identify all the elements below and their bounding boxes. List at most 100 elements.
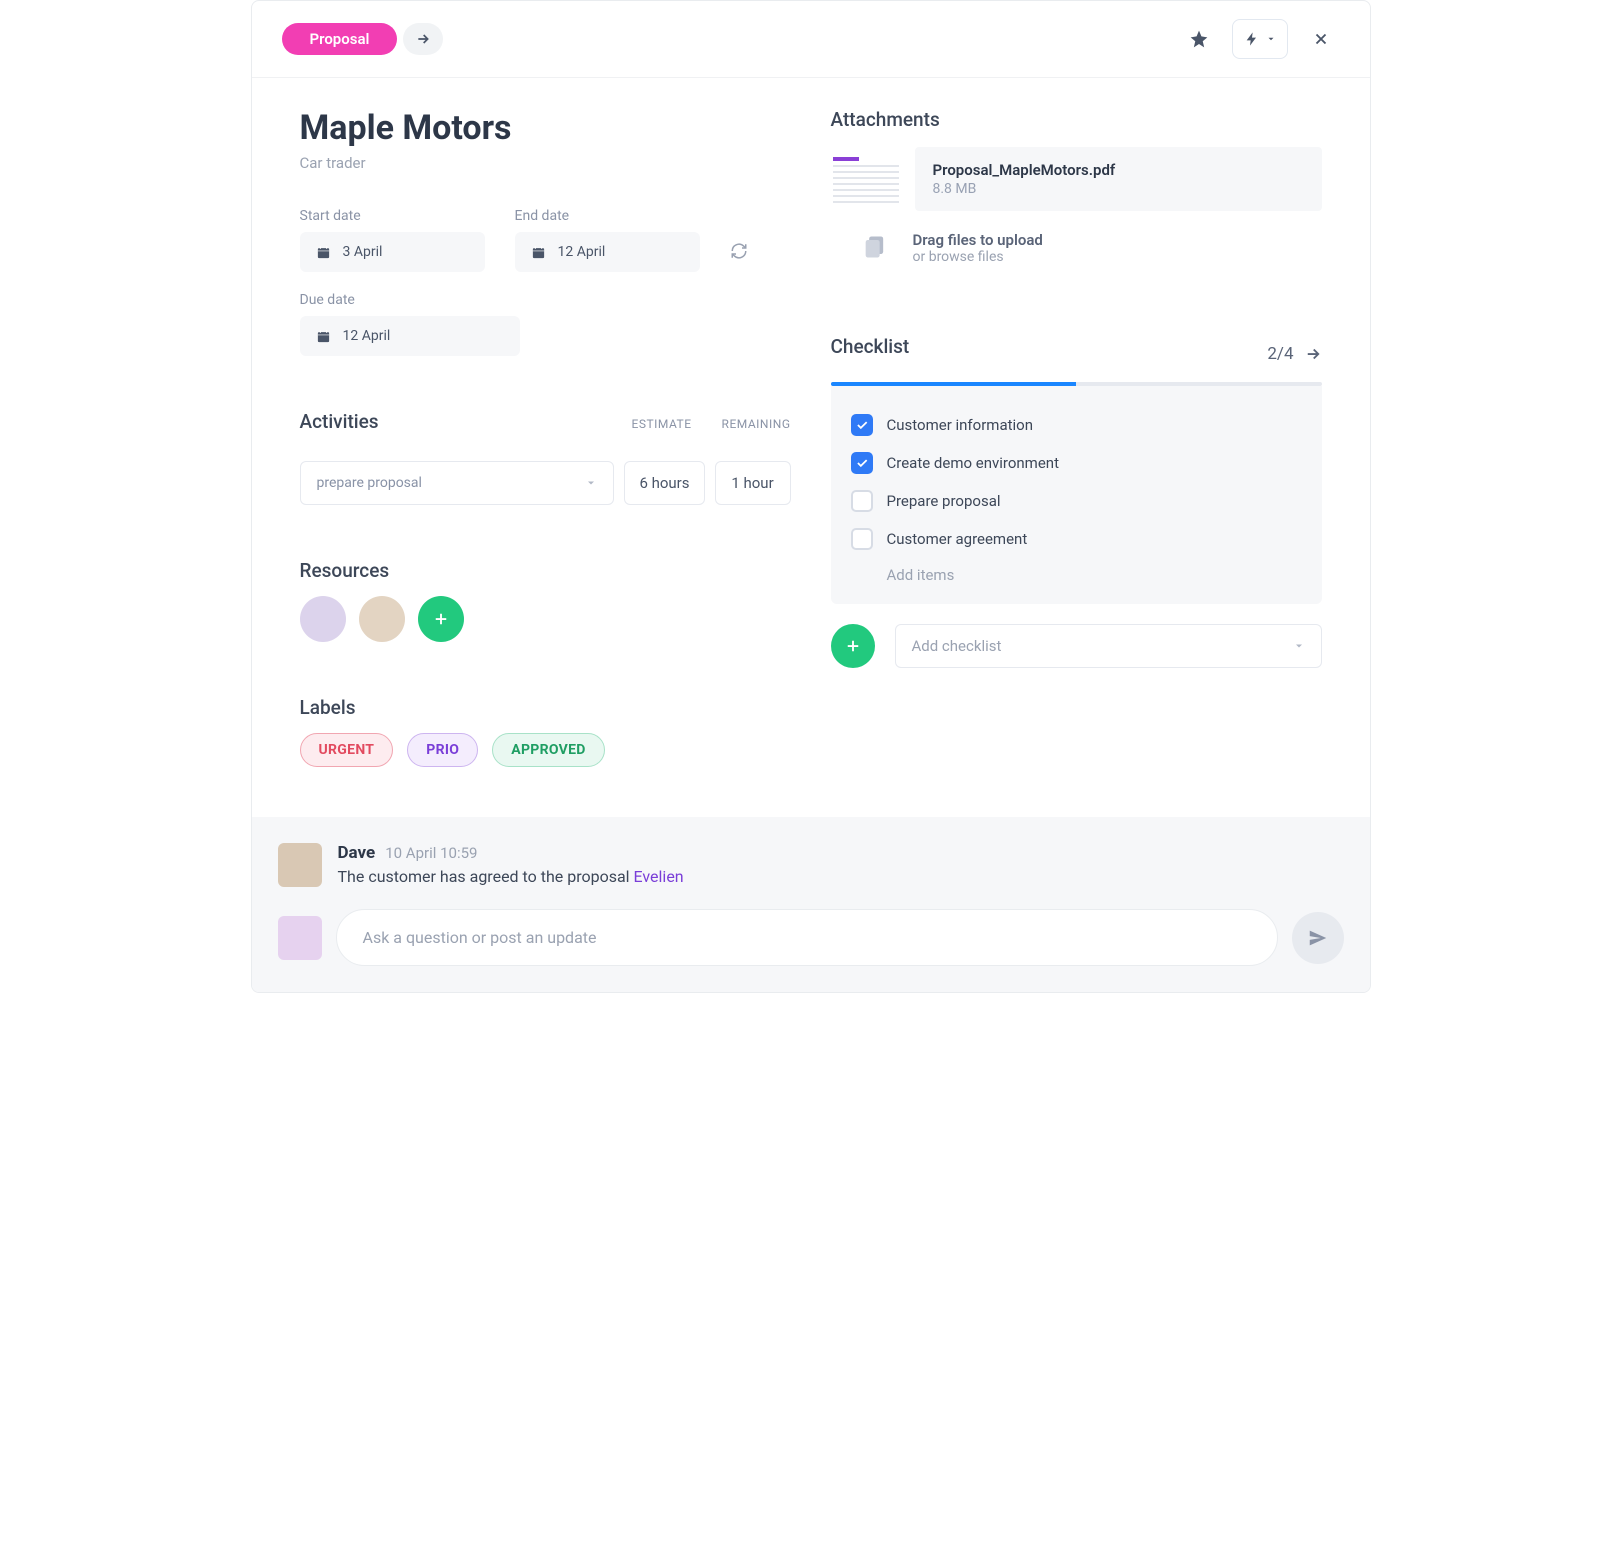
close-button[interactable] <box>1302 20 1340 58</box>
card-footer: Dave 10 April 10:59 The customer has agr… <box>252 817 1370 992</box>
upload-dropzone[interactable]: Drag files to upload or browse files <box>831 231 1322 265</box>
mention-link[interactable]: Evelien <box>634 867 684 886</box>
resources-title: Resources <box>300 559 791 582</box>
favorite-button[interactable] <box>1180 20 1218 58</box>
composer-input[interactable]: Ask a question or post an update <box>336 909 1278 966</box>
add-checklist-select[interactable]: Add checklist <box>895 624 1322 668</box>
activity-select[interactable]: prepare proposal <box>300 461 615 505</box>
chevron-down-icon <box>1266 34 1276 44</box>
calendar-icon <box>316 329 331 344</box>
file-size: 8.8 MB <box>933 181 1304 197</box>
end-date-value: 12 April <box>558 244 606 260</box>
files-icon <box>861 233 891 263</box>
calendar-icon <box>531 245 546 260</box>
task-card: Proposal Maple Motors Car trader <box>251 0 1371 993</box>
resource-avatar-2[interactable] <box>359 596 405 642</box>
checklist-count: 2/4 <box>1267 344 1321 364</box>
right-column: Attachments Proposal_MapleMotors.pdf 8.8… <box>831 108 1322 767</box>
estimate-header: ESTIMATE <box>632 417 692 431</box>
checkbox-checked[interactable] <box>851 452 873 474</box>
star-icon <box>1189 29 1209 49</box>
checkbox-unchecked[interactable] <box>851 490 873 512</box>
comment: Dave 10 April 10:59 The customer has agr… <box>278 843 1344 887</box>
file-name: Proposal_MapleMotors.pdf <box>933 161 1304 179</box>
due-date-group: Due date 12 April <box>300 292 520 356</box>
checklist-header: Checklist 2/4 <box>831 335 1322 372</box>
check-item[interactable]: Prepare proposal <box>851 482 1302 520</box>
activities-columns: ESTIMATE REMAINING <box>632 417 791 431</box>
labels-list: URGENT PRIO APPROVED <box>300 733 791 767</box>
resources-list <box>300 596 791 642</box>
check-icon <box>855 456 869 470</box>
activity-select-value: prepare proposal <box>317 475 422 491</box>
chevron-down-icon <box>585 477 597 489</box>
estimate-field[interactable]: 6 hours <box>624 461 704 505</box>
check-label: Customer information <box>887 416 1034 434</box>
next-status-button[interactable] <box>403 23 443 55</box>
comment-text: The customer has agreed to the proposal <box>338 867 634 886</box>
start-date-label: Start date <box>300 208 485 224</box>
comment-composer: Ask a question or post an update <box>278 909 1344 966</box>
activities-title: Activities <box>300 410 379 433</box>
remaining-field[interactable]: 1 hour <box>715 461 791 505</box>
add-checklist-placeholder: Add checklist <box>912 637 1002 655</box>
label-urgent[interactable]: URGENT <box>300 733 394 767</box>
upload-line1: Drag files to upload <box>913 231 1043 249</box>
add-resource-button[interactable] <box>418 596 464 642</box>
checklist-body: Customer information Create demo environ… <box>831 386 1322 604</box>
calendar-icon <box>316 245 331 260</box>
labels-section: Labels URGENT PRIO APPROVED <box>300 696 791 767</box>
task-subtitle: Car trader <box>300 154 791 172</box>
start-date-group: Start date 3 April <box>300 208 485 272</box>
activity-row: prepare proposal 6 hours 1 hour <box>300 461 791 505</box>
bolt-icon <box>1244 31 1260 47</box>
attachments-title: Attachments <box>831 108 1322 131</box>
header-left: Proposal <box>282 23 444 55</box>
due-date-value: 12 April <box>343 328 391 344</box>
resources-section: Resources <box>300 559 791 642</box>
comment-timestamp: 10 April 10:59 <box>385 844 477 862</box>
comment-avatar[interactable] <box>278 843 322 887</box>
comment-content: Dave 10 April 10:59 The customer has agr… <box>338 843 684 887</box>
due-date-field[interactable]: 12 April <box>300 316 520 356</box>
resource-avatar-1[interactable] <box>300 596 346 642</box>
comment-body: The customer has agreed to the proposal … <box>338 867 684 886</box>
check-label: Customer agreement <box>887 530 1028 548</box>
check-item[interactable]: Create demo environment <box>851 444 1302 482</box>
activities-header: Activities ESTIMATE REMAINING <box>300 410 791 447</box>
comment-author: Dave <box>338 843 376 863</box>
file-info: Proposal_MapleMotors.pdf 8.8 MB <box>915 147 1322 211</box>
repeat-icon <box>730 242 748 260</box>
actions-menu-button[interactable] <box>1232 19 1288 59</box>
status-pill[interactable]: Proposal <box>282 23 398 55</box>
chevron-down-icon <box>1293 640 1305 652</box>
comment-head: Dave 10 April 10:59 <box>338 843 684 863</box>
check-item[interactable]: Customer information <box>851 406 1302 444</box>
checkbox-checked[interactable] <box>851 414 873 436</box>
label-prio[interactable]: PRIO <box>407 733 478 767</box>
check-icon <box>855 418 869 432</box>
date-row-1: Start date 3 April End date 12 April <box>300 208 791 272</box>
attachment-item[interactable]: Proposal_MapleMotors.pdf 8.8 MB <box>831 147 1322 211</box>
send-button[interactable] <box>1292 912 1344 964</box>
start-date-field[interactable]: 3 April <box>300 232 485 272</box>
add-checklist-button[interactable] <box>831 624 875 668</box>
end-date-label: End date <box>515 208 700 224</box>
checklist-section: Checklist 2/4 Customer information <box>831 335 1322 668</box>
header-right <box>1180 19 1340 59</box>
arrow-right-icon[interactable] <box>1304 345 1322 363</box>
check-item[interactable]: Customer agreement <box>851 520 1302 558</box>
end-date-group: End date 12 April <box>515 208 700 272</box>
remaining-header: REMAINING <box>722 417 791 431</box>
repeat-button[interactable] <box>730 242 748 260</box>
task-title[interactable]: Maple Motors <box>300 108 791 148</box>
checkbox-unchecked[interactable] <box>851 528 873 550</box>
end-date-field[interactable]: 12 April <box>515 232 700 272</box>
file-thumbnail <box>831 153 901 205</box>
arrow-right-icon <box>415 31 431 47</box>
label-approved[interactable]: APPROVED <box>492 733 604 767</box>
add-items-link[interactable]: Add items <box>851 558 1302 584</box>
upload-text: Drag files to upload or browse files <box>913 231 1043 265</box>
plus-icon <box>432 610 450 628</box>
activities-section: Activities ESTIMATE REMAINING prepare pr… <box>300 410 791 505</box>
